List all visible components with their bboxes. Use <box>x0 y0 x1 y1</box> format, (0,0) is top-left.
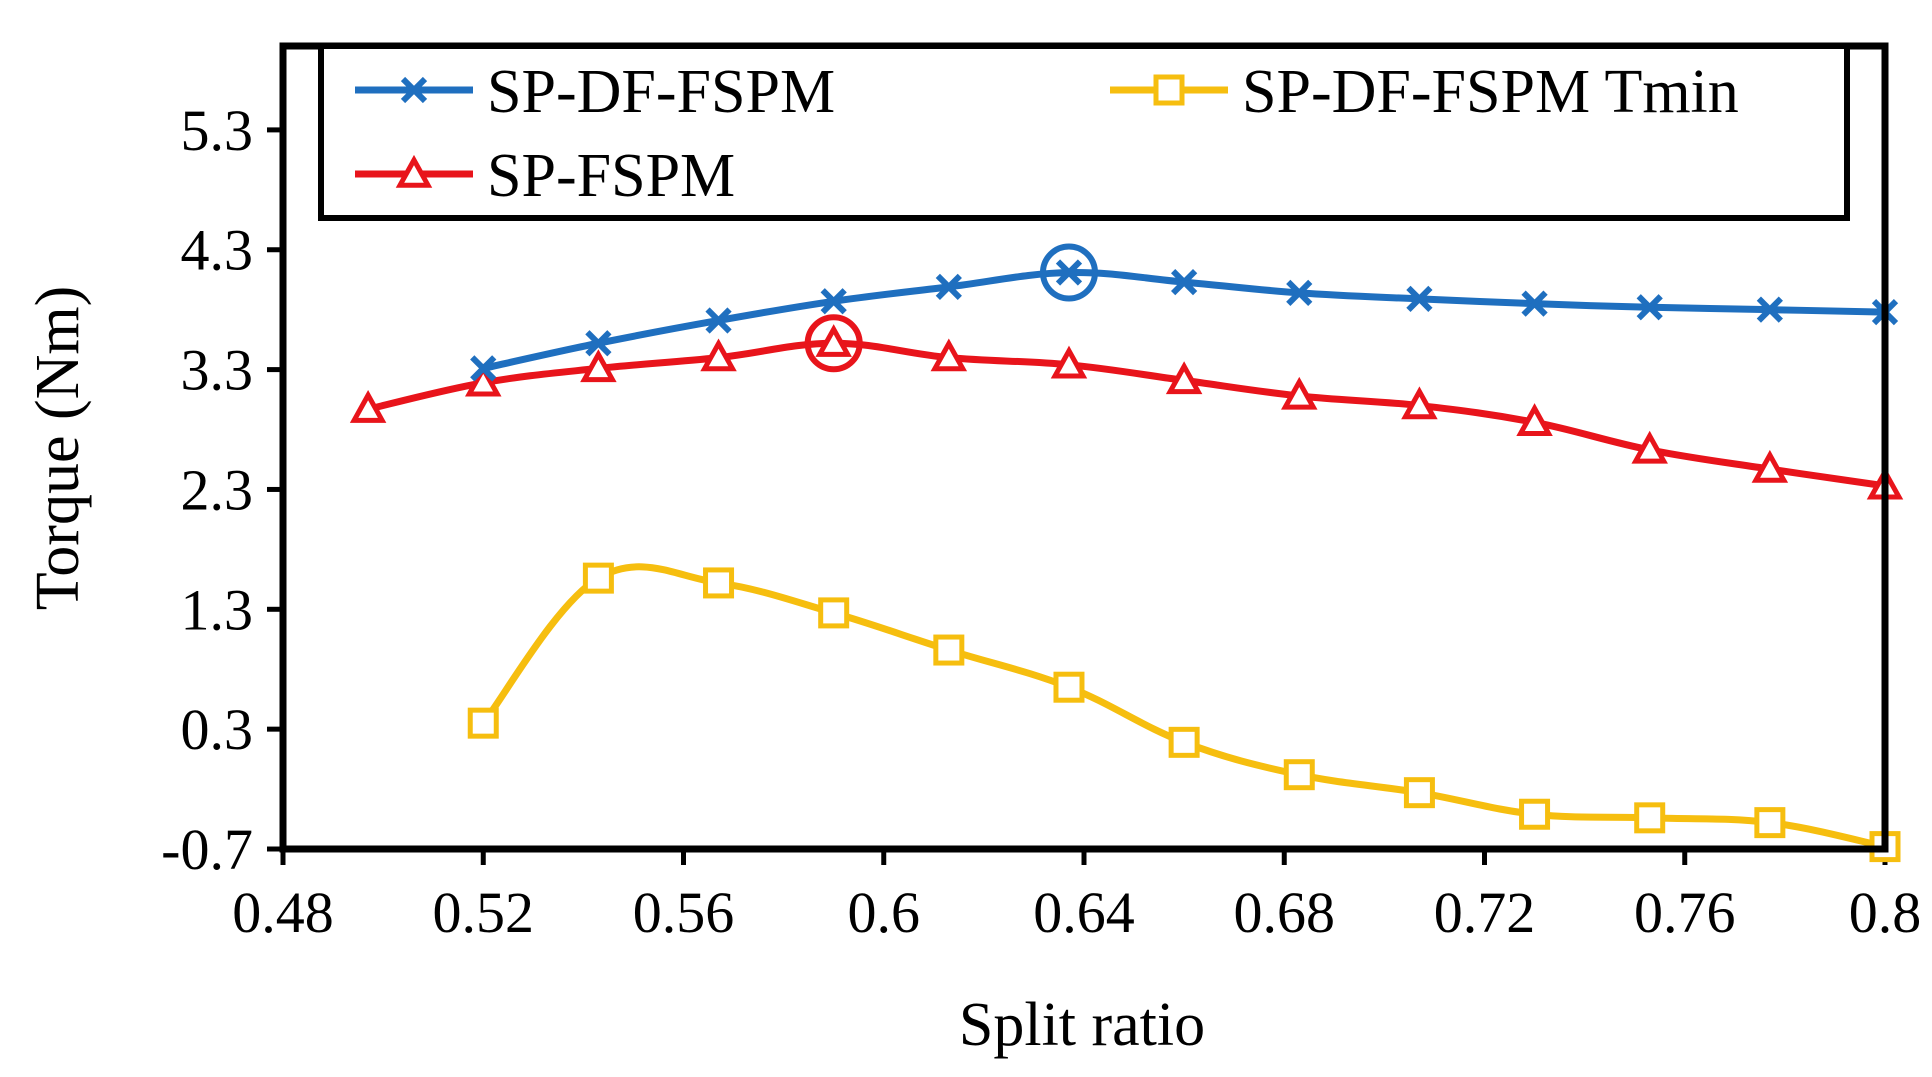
data-point <box>349 389 387 423</box>
series-sp-fspm <box>349 314 1904 500</box>
data-point <box>705 307 732 334</box>
data-point <box>930 338 968 372</box>
x-tick-label: 0.56 <box>633 880 735 945</box>
data-point <box>1631 430 1668 464</box>
data-point <box>1283 759 1315 791</box>
data-point <box>1754 807 1786 839</box>
y-tick-label: 4.3 <box>181 218 254 283</box>
series-layer <box>349 243 1904 863</box>
y-tick-label: 5.3 <box>181 98 254 163</box>
x-tick-label: 0.48 <box>232 880 334 945</box>
data-point <box>1406 285 1433 313</box>
data-point <box>467 707 499 739</box>
legend-marker <box>400 76 428 104</box>
data-point <box>1756 296 1783 323</box>
data-point <box>1403 777 1435 809</box>
data-point <box>700 338 737 372</box>
y-tick-label: 2.3 <box>181 457 254 522</box>
series-sp-df-fspm-tmin <box>467 562 1901 863</box>
x-tick-label: 0.6 <box>848 880 921 945</box>
x-tick-label: 0.64 <box>1033 880 1135 945</box>
x-tick-label: 0.52 <box>433 880 535 945</box>
legend-marker <box>395 154 433 188</box>
data-point <box>1751 449 1789 483</box>
data-point <box>1519 798 1551 830</box>
data-point <box>1516 403 1553 437</box>
data-point <box>465 363 502 397</box>
max-point-highlight <box>1039 243 1098 302</box>
data-point <box>1521 290 1548 317</box>
max-point-highlight <box>804 314 863 373</box>
data-point <box>1171 268 1198 296</box>
data-point <box>582 562 614 594</box>
x-tick-label: 0.8 <box>1849 880 1922 945</box>
y-axis-title: Torque (Nm) <box>24 286 92 611</box>
y-tick-label: 3.3 <box>181 338 254 403</box>
legend-entry: SP-FSPM <box>355 142 735 210</box>
data-point <box>1281 376 1318 410</box>
legend: SP-DF-FSPM SP-DF-FSPM Tmin SP-FSPM <box>318 43 1850 221</box>
data-point <box>1050 345 1088 379</box>
data-point <box>815 324 852 357</box>
legend-label: SP-DF-FSPM <box>487 58 835 126</box>
data-point <box>1165 361 1203 395</box>
data-point <box>1401 386 1438 420</box>
legend-entry: SP-DF-FSPM <box>355 58 835 126</box>
data-point <box>1168 726 1200 758</box>
legend-marker <box>1153 74 1185 106</box>
data-point <box>1634 802 1666 834</box>
data-point <box>1636 294 1663 321</box>
data-point <box>580 349 617 383</box>
data-point <box>935 273 962 301</box>
data-point <box>820 288 847 315</box>
x-tick-label: 0.72 <box>1434 880 1536 945</box>
data-point <box>470 355 497 382</box>
data-point <box>1286 279 1313 307</box>
data-point <box>933 634 965 666</box>
legend-entry: SP-DF-FSPM Tmin <box>1110 58 1739 126</box>
data-point <box>1055 259 1083 286</box>
y-tick-label: 1.3 <box>181 577 254 642</box>
x-tick-label: 0.76 <box>1634 880 1736 945</box>
y-tick-label: -0.7 <box>161 817 253 882</box>
data-point <box>703 567 735 599</box>
legend-box <box>318 43 1850 221</box>
x-axis-title: Split ratio <box>959 991 1205 1059</box>
data-point <box>818 597 850 629</box>
data-point <box>585 330 612 357</box>
series-sp-df-fspm <box>470 243 1899 382</box>
legend-label: SP-DF-FSPM Tmin <box>1242 58 1739 126</box>
data-point <box>1053 671 1085 703</box>
legend-label: SP-FSPM <box>487 142 735 210</box>
axis-layer: 0.48 0.52 0.56 0.6 0.64 0.68 0.72 0.76 0.8 -0.7 0.… <box>161 98 1921 945</box>
y-tick-label: 0.3 <box>181 697 254 762</box>
x-tick-label: 0.68 <box>1234 880 1336 945</box>
